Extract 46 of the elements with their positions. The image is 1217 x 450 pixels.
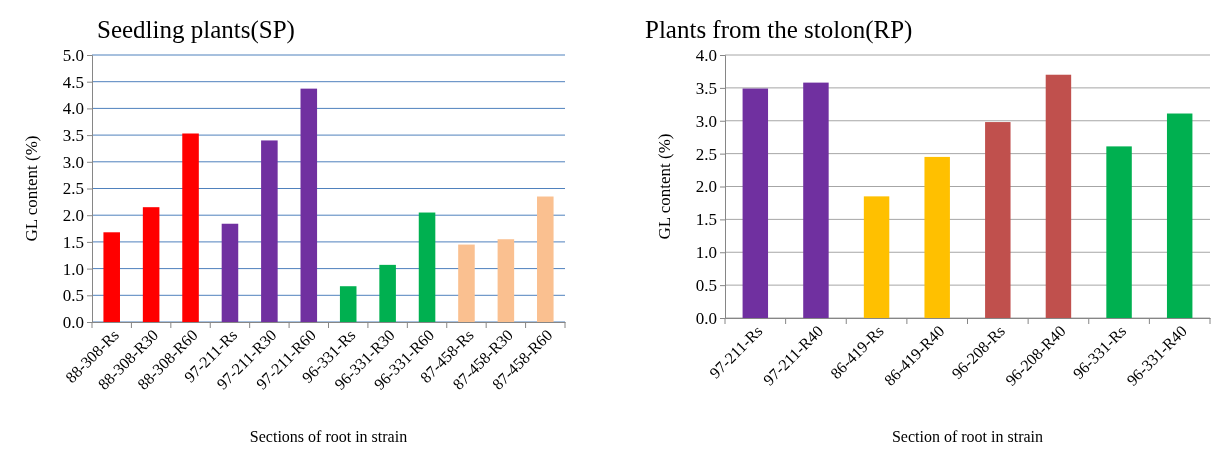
y-tick-label: 3.0: [62, 152, 84, 172]
bar: [458, 244, 475, 322]
y-tick-label: 4.5: [62, 72, 84, 92]
y-tick-label: 0.0: [62, 312, 84, 332]
y-tick-label: 4.0: [695, 45, 717, 65]
chart-title: Plants from the stolon(RP): [645, 16, 913, 44]
y-tick-label: 3.0: [695, 111, 717, 131]
y-tick-label: 1.5: [62, 232, 84, 252]
chart-title: Seedling plants(SP): [97, 16, 295, 44]
bar: [537, 196, 554, 322]
bar: [863, 196, 890, 318]
y-tick-label: 2.0: [62, 206, 84, 226]
y-tick-label: 3.5: [695, 78, 717, 98]
bar: [182, 133, 199, 322]
y-tick-label: 2.0: [695, 177, 717, 197]
y-tick-label: 0.0: [695, 308, 717, 328]
bar: [1106, 146, 1132, 318]
bar: [379, 264, 396, 322]
bar: [1166, 113, 1193, 318]
bar: [142, 207, 160, 322]
bar: [300, 88, 318, 322]
bar: [418, 212, 436, 322]
bar: [1045, 74, 1072, 318]
bar: [103, 232, 120, 322]
bar: [221, 223, 239, 322]
y-tick-label: 5.0: [62, 45, 84, 65]
bar: [924, 156, 950, 318]
bar: [497, 239, 515, 322]
y-axis-title: GL content (%): [22, 135, 41, 242]
y-axis-title: GL content (%): [655, 133, 674, 240]
y-tick-label: 0.5: [62, 286, 84, 306]
bar: [985, 122, 1011, 318]
y-tick-label: 1.5: [695, 210, 717, 230]
y-tick-label: 3.5: [62, 126, 84, 146]
y-tick-label: 2.5: [62, 179, 84, 199]
x-axis-title: Sections of root in strain: [249, 428, 408, 445]
x-axis-title: Section of root in strain: [891, 428, 1044, 445]
bar: [339, 286, 357, 322]
bar: [261, 140, 278, 322]
y-tick-label: 1.0: [695, 243, 717, 263]
bar: [803, 82, 829, 318]
y-tick-label: 4.0: [62, 99, 84, 119]
bar: [742, 88, 769, 318]
y-tick-label: 2.5: [695, 144, 717, 164]
y-tick-label: 1.0: [62, 259, 84, 279]
y-tick-label: 0.5: [695, 276, 717, 296]
